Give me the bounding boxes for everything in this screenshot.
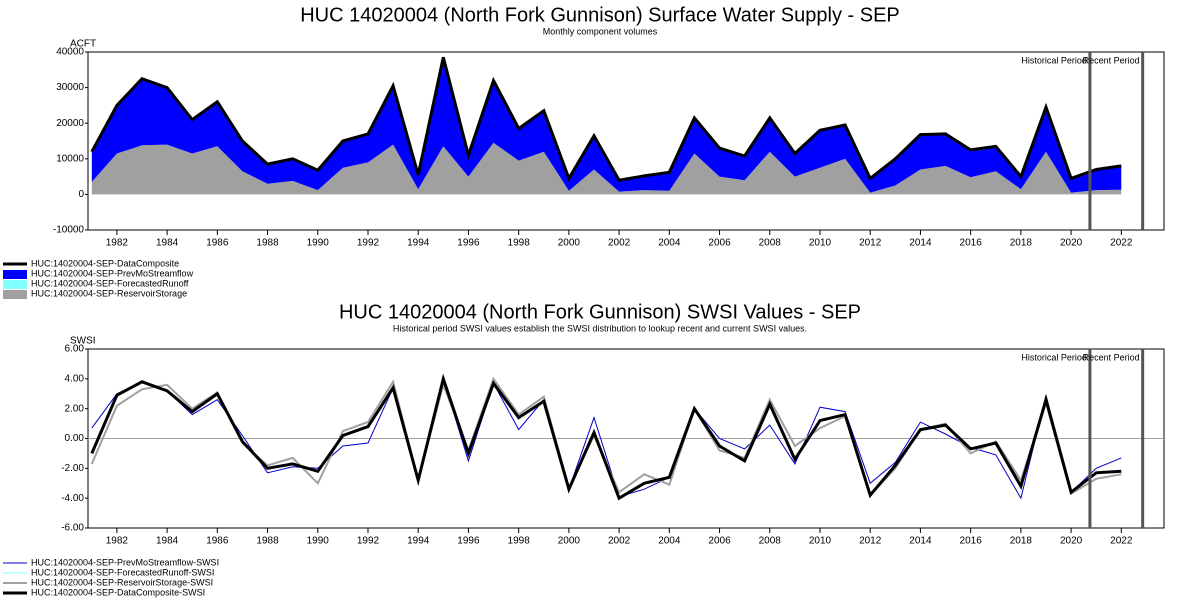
legend-label: HUC:14020004-SEP-PrevMoStreamflow-SWSI bbox=[31, 557, 219, 567]
plot-area bbox=[87, 51, 1165, 231]
legend-label: HUC:14020004-SEP-PrevMoStreamflow bbox=[31, 268, 194, 278]
legend-swatch bbox=[3, 290, 27, 299]
legend-swatch bbox=[3, 280, 27, 289]
period-label: Recent Period bbox=[1083, 55, 1140, 65]
x-tick-label: 2008 bbox=[759, 238, 782, 249]
x-tick-label: 2016 bbox=[960, 536, 983, 547]
legend-label: HUC:14020004-SEP-ForecastedRunoff bbox=[31, 278, 189, 288]
x-tick-label: 1988 bbox=[256, 238, 279, 249]
x-tick-label: 2010 bbox=[809, 536, 832, 547]
x-tick-label: 1998 bbox=[508, 238, 531, 249]
x-tick-label: 2000 bbox=[558, 536, 581, 547]
area bbox=[91, 57, 1122, 193]
y-tick-label: -10000 bbox=[53, 225, 85, 236]
x-tick-label: 2000 bbox=[558, 238, 581, 249]
x-tick-label: 1982 bbox=[106, 536, 129, 547]
x-tick-label: 1982 bbox=[106, 238, 129, 249]
area bbox=[91, 142, 1122, 195]
line bbox=[90, 373, 1122, 501]
x-tick-label: 1984 bbox=[156, 536, 179, 547]
x-tick-label: 1988 bbox=[256, 536, 279, 547]
x-tick-label: 1994 bbox=[407, 238, 430, 249]
x-tick-label: 2002 bbox=[608, 238, 631, 249]
chart-subtitle: Historical period SWSI values establish … bbox=[393, 323, 807, 333]
line bbox=[91, 376, 1122, 500]
y-tick-label: 2.00 bbox=[65, 403, 85, 414]
y-tick-label: -2.00 bbox=[61, 463, 84, 474]
x-tick-label: 1996 bbox=[457, 238, 480, 249]
x-tick-label: 2014 bbox=[909, 238, 932, 249]
chart-title: HUC 14020004 (North Fork Gunnison) Surfa… bbox=[300, 4, 900, 26]
x-tick-label: 1990 bbox=[307, 238, 330, 249]
y-tick-label: 40000 bbox=[56, 47, 84, 58]
x-tick-label: 1990 bbox=[307, 536, 330, 547]
x-tick-label: 2018 bbox=[1010, 238, 1033, 249]
y-tick-label: 4.00 bbox=[65, 373, 85, 384]
legend-label: HUC:14020004-SEP-DataComposite-SWSI bbox=[31, 587, 205, 597]
x-tick-label: 1994 bbox=[407, 536, 430, 547]
x-tick-label: 2020 bbox=[1060, 238, 1083, 249]
period-label: Recent Period bbox=[1083, 352, 1140, 362]
x-tick-label: 2018 bbox=[1010, 536, 1033, 547]
y-axis-label: ACFT bbox=[70, 39, 96, 50]
y-tick-label: 10000 bbox=[56, 153, 84, 164]
x-tick-label: 1998 bbox=[508, 536, 531, 547]
y-axis-label: SWSI bbox=[70, 336, 96, 347]
x-tick-label: 1992 bbox=[357, 536, 380, 547]
x-tick-label: 1984 bbox=[156, 238, 179, 249]
y-tick-label: 6.00 bbox=[65, 344, 85, 355]
y-tick-label: 30000 bbox=[56, 82, 84, 93]
x-tick-label: 2004 bbox=[658, 238, 681, 249]
x-tick-label: 2022 bbox=[1110, 238, 1133, 249]
x-tick-label: 2012 bbox=[859, 536, 882, 547]
legend-label: HUC:14020004-SEP-DataComposite bbox=[31, 258, 179, 268]
x-tick-label: 1986 bbox=[206, 536, 229, 547]
x-tick-label: 2008 bbox=[759, 536, 782, 547]
x-tick-label: 2004 bbox=[658, 536, 681, 547]
x-tick-label: 2012 bbox=[859, 238, 882, 249]
x-tick-label: 1996 bbox=[457, 536, 480, 547]
chart-title: HUC 14020004 (North Fork Gunnison) SWSI … bbox=[339, 301, 861, 323]
x-tick-label: 2006 bbox=[708, 536, 731, 547]
line bbox=[90, 56, 1122, 182]
period-label: Historical Period bbox=[1021, 352, 1087, 362]
legend-swatch bbox=[3, 270, 27, 279]
x-tick-label: 2006 bbox=[708, 238, 731, 249]
x-tick-label: 2020 bbox=[1060, 536, 1083, 547]
x-tick-label: 2016 bbox=[960, 238, 983, 249]
y-tick-label: -4.00 bbox=[61, 493, 84, 504]
y-tick-label: 0 bbox=[78, 189, 84, 200]
y-tick-label: -6.00 bbox=[61, 523, 84, 534]
y-tick-label: 0.00 bbox=[65, 433, 85, 444]
x-tick-label: 2010 bbox=[809, 238, 832, 249]
legend-label: HUC:14020004-SEP-ReservoirStorage bbox=[31, 288, 187, 298]
x-tick-label: 2022 bbox=[1110, 536, 1133, 547]
legend-label: HUC:14020004-SEP-ForecastedRunoff-SWSI bbox=[31, 567, 214, 577]
period-label: Historical Period bbox=[1021, 55, 1087, 65]
legend-label: HUC:14020004-SEP-ReservoirStorage-SWSI bbox=[31, 577, 213, 587]
chart-subtitle: Monthly component volumes bbox=[543, 26, 658, 36]
y-tick-label: 20000 bbox=[56, 118, 84, 129]
x-tick-label: 1986 bbox=[206, 238, 229, 249]
x-tick-label: 2014 bbox=[909, 536, 932, 547]
x-tick-label: 1992 bbox=[357, 238, 380, 249]
x-tick-label: 2002 bbox=[608, 536, 631, 547]
